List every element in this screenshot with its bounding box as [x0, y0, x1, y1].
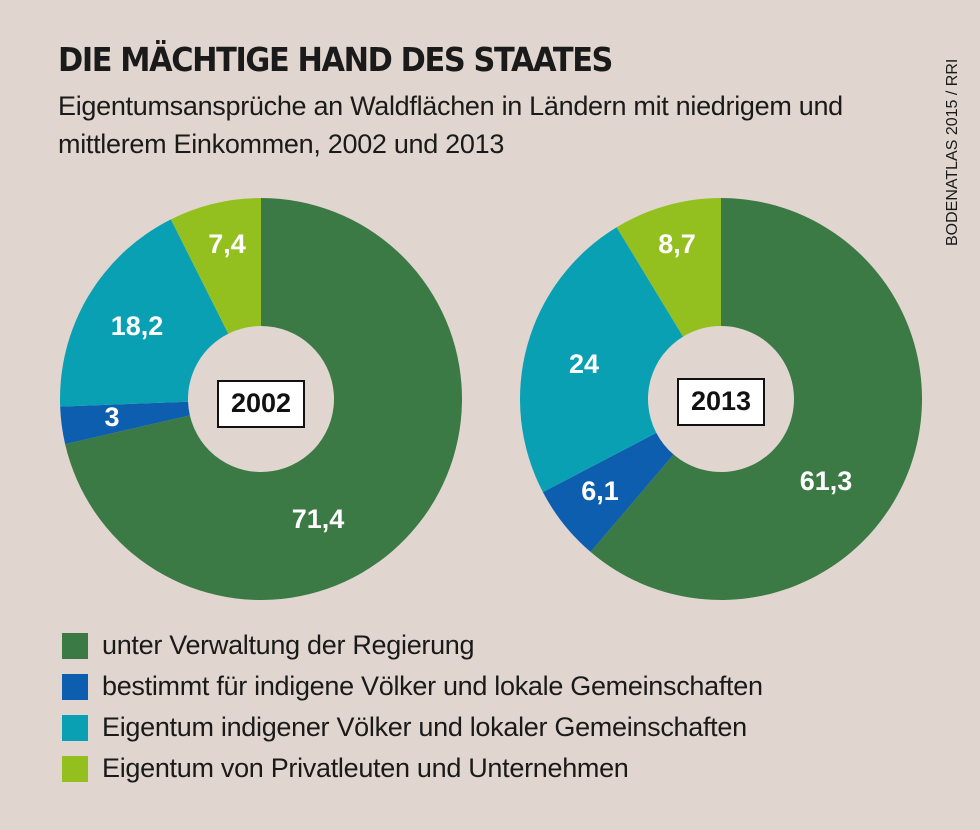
slice-2002-regierung: [65, 198, 462, 600]
slice-label-2002-privat: 7,4: [208, 229, 246, 259]
legend-item-eigentum-indigen: Eigentum indigener Völker und lokaler Ge…: [62, 707, 763, 748]
slice-2013-privat: [616, 198, 721, 337]
legend: unter Verwaltung der Regierung bestimmt …: [62, 625, 763, 789]
legend-swatch: [62, 673, 88, 700]
legend-label: bestimmt für indigene Völker und lokale …: [102, 671, 763, 701]
legend-label: Eigentum indigener Völker und lokaler Ge…: [102, 712, 747, 742]
donut-charts: 71,4 3 18,2 7,4 2002 61,3 6,1 24 8,7 2013: [60, 198, 922, 600]
slice-label-2013-eigentum-indigen: 24: [569, 349, 599, 379]
legend-swatch: [62, 755, 88, 782]
slice-label-2002-bestimmt: 3: [104, 402, 119, 432]
slice-label-2013-bestimmt: 6,1: [581, 476, 619, 506]
legend-swatch: [62, 714, 88, 741]
slice-label-2002-eigentum-indigen: 18,2: [111, 311, 164, 341]
slice-label-2013-privat: 8,7: [658, 229, 696, 259]
slice-2013-eigentum-indigen: [519, 227, 684, 493]
legend-swatch: [62, 632, 88, 659]
year-box-2002: [217, 380, 305, 428]
year-label-2002: 2002: [231, 388, 291, 418]
legend-item-bestimmt: bestimmt für indigene Völker und lokale …: [62, 666, 763, 707]
year-label-2013: 2013: [691, 386, 751, 416]
chart-title: DIE MÄCHTIGE HAND DES STAATES: [58, 40, 613, 79]
legend-item-regierung: unter Verwaltung der Regierung: [62, 625, 763, 666]
chart-subtitle: Eigentumsansprüche an Waldflächen in Län…: [58, 91, 843, 159]
slice-2002-privat: [170, 198, 261, 334]
legend-label: Eigentum von Privatleuten und Unternehme…: [102, 753, 629, 783]
slice-2013-bestimmt: [542, 432, 674, 552]
year-box-2013: [677, 378, 765, 426]
legend-item-privat: Eigentum von Privatleuten und Unternehme…: [62, 748, 763, 789]
slice-2002-eigentum-indigen: [60, 219, 229, 407]
slice-label-2013-regierung: 61,3: [800, 466, 853, 496]
slice-2013-regierung: [590, 198, 922, 600]
slice-2002-bestimmt: [60, 401, 190, 445]
slice-label-2002-regierung: 71,4: [292, 504, 345, 534]
legend-label: unter Verwaltung der Regierung: [102, 630, 475, 660]
